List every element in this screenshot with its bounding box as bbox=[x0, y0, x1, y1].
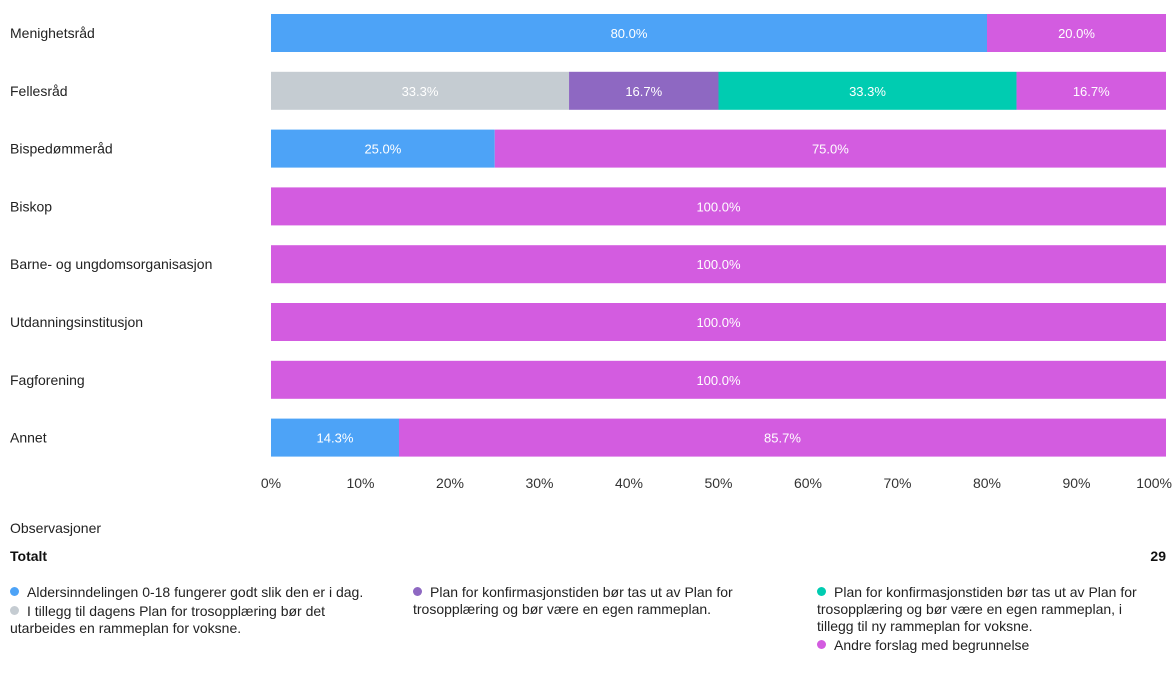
x-tick-label: 80% bbox=[973, 475, 1001, 491]
bar-segment bbox=[271, 303, 1166, 341]
legend-label: Plan for konfirmasjonstiden bør tas ut a… bbox=[413, 584, 733, 617]
bar-segment bbox=[398, 418, 1166, 457]
bar-segment bbox=[271, 71, 570, 110]
data-label: 100.0% bbox=[696, 257, 741, 272]
x-tick-label: 30% bbox=[525, 475, 553, 491]
bar-segment bbox=[1016, 71, 1166, 110]
x-tick-label: 100% bbox=[1136, 475, 1172, 491]
data-label: 100.0% bbox=[696, 315, 741, 330]
bar-segment bbox=[271, 14, 987, 52]
legend-label: I tillegg til dagens Plan for trosopplær… bbox=[10, 603, 326, 636]
legend-swatch bbox=[10, 587, 19, 596]
legend-swatch bbox=[817, 587, 826, 596]
legend-item: Plan for konfirmasjonstiden bør tas ut a… bbox=[413, 584, 793, 618]
data-label: 33.3% bbox=[402, 84, 439, 99]
total-label: Totalt bbox=[10, 548, 48, 564]
category-label: Utdanningsinstitusjon bbox=[10, 314, 143, 330]
x-tick-label: 40% bbox=[615, 475, 643, 491]
category-label: Bispedømmeråd bbox=[10, 141, 113, 157]
category-label: Menighetsråd bbox=[10, 25, 95, 41]
bar-segment bbox=[569, 71, 719, 110]
data-label: 100.0% bbox=[696, 199, 741, 214]
bar-segment bbox=[718, 71, 1017, 110]
data-label: 80.0% bbox=[611, 26, 648, 41]
legend-item: I tillegg til dagens Plan for trosopplær… bbox=[10, 603, 390, 637]
legend-label: Andre forslag med begrunnelse bbox=[834, 637, 1030, 653]
category-label: Biskop bbox=[10, 198, 52, 214]
bar-segment bbox=[271, 187, 1166, 226]
legend-label: Plan for konfirmasjonstiden bør tas ut a… bbox=[817, 584, 1137, 634]
x-tick-label: 90% bbox=[1062, 475, 1090, 491]
stacked-bar-chart: Menighetsråd 80.0% 20.0% Fellesråd 33.3% 16.7… bbox=[10, 14, 1172, 491]
bar-segment bbox=[271, 418, 399, 457]
category-label: Fagforening bbox=[10, 372, 85, 388]
x-tick-label: 20% bbox=[436, 475, 464, 491]
x-tick-label: 10% bbox=[346, 475, 374, 491]
legend-column: Plan for konfirmasjonstiden bør tas ut a… bbox=[413, 584, 793, 620]
data-label: 16.7% bbox=[625, 84, 662, 99]
data-label: 85.7% bbox=[764, 431, 801, 446]
data-label: 100.0% bbox=[696, 373, 741, 388]
legend-item: Aldersinndelingen 0-18 fungerer godt sli… bbox=[10, 584, 390, 601]
data-label: 20.0% bbox=[1058, 26, 1095, 41]
bar-segment bbox=[987, 14, 1166, 52]
data-label: 25.0% bbox=[364, 142, 401, 157]
bar-segment bbox=[271, 360, 1166, 399]
legend-swatch bbox=[817, 640, 826, 649]
legend-label: Aldersinndelingen 0-18 fungerer godt sli… bbox=[27, 584, 364, 600]
observations-label: Observasjoner bbox=[10, 520, 102, 536]
legend-column: Plan for konfirmasjonstiden bør tas ut a… bbox=[817, 584, 1157, 656]
x-tick-label: 70% bbox=[883, 475, 911, 491]
data-label: 33.3% bbox=[849, 84, 886, 99]
total-value: 29 bbox=[1150, 548, 1166, 564]
bar-segment bbox=[271, 245, 1166, 284]
data-label: 16.7% bbox=[1073, 84, 1110, 99]
x-tick-label: 0% bbox=[261, 475, 281, 491]
x-tick-label: 60% bbox=[794, 475, 822, 491]
data-label: 75.0% bbox=[812, 142, 849, 157]
data-label: 14.3% bbox=[317, 431, 354, 446]
category-label: Barne- og ungdomsorganisasjon bbox=[10, 256, 212, 272]
legend-column: Aldersinndelingen 0-18 fungerer godt sli… bbox=[10, 584, 390, 639]
bar-segment bbox=[271, 129, 495, 168]
legend-swatch bbox=[10, 606, 19, 615]
x-tick-label: 50% bbox=[704, 475, 732, 491]
bar-segment bbox=[494, 129, 1166, 168]
legend-item: Plan for konfirmasjonstiden bør tas ut a… bbox=[817, 584, 1157, 635]
category-label: Annet bbox=[10, 430, 47, 446]
category-label: Fellesråd bbox=[10, 83, 68, 99]
legend-swatch bbox=[413, 587, 422, 596]
legend-item: Andre forslag med begrunnelse bbox=[817, 637, 1157, 654]
